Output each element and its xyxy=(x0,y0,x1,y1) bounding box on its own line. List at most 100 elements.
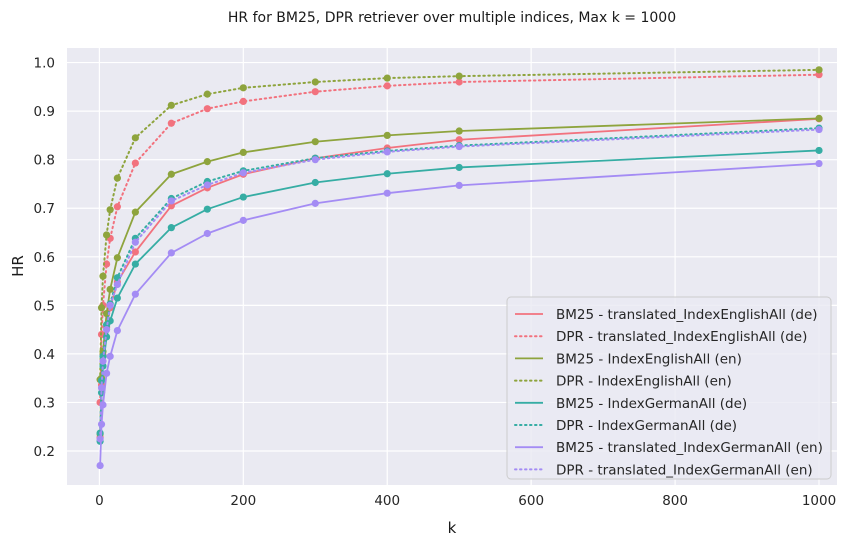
x-axis-label: k xyxy=(448,519,457,537)
data-point xyxy=(96,435,104,443)
data-point xyxy=(455,72,463,80)
data-point xyxy=(102,231,111,239)
series-4 xyxy=(96,66,823,384)
data-point xyxy=(239,193,247,201)
data-point xyxy=(311,88,319,96)
data-point xyxy=(96,461,104,470)
legend-item: DPR - translated_IndexEnglishAll (de) xyxy=(514,329,807,345)
legend-item: BM25 - IndexEnglishAll (en) xyxy=(515,351,742,367)
x-tick-label: 200 xyxy=(230,493,256,509)
legend-label: DPR - translated_IndexEnglishAll (de) xyxy=(556,329,807,345)
data-point xyxy=(102,369,111,377)
legend-item: BM25 - IndexGermanAll (de) xyxy=(515,396,747,412)
data-point xyxy=(131,260,139,268)
data-point xyxy=(167,249,175,257)
data-point xyxy=(113,174,121,182)
legend-label: BM25 - translated_IndexEnglishAll (de) xyxy=(556,307,818,323)
x-tick-label: 1000 xyxy=(802,493,836,509)
legend-box xyxy=(506,296,832,480)
data-point xyxy=(97,377,106,385)
data-point xyxy=(131,248,139,256)
y-tick-label: 0.5 xyxy=(34,298,55,314)
data-point xyxy=(167,170,175,178)
data-point xyxy=(203,205,211,213)
data-point xyxy=(131,134,139,142)
y-tick-label: 0.3 xyxy=(34,395,55,411)
data-point xyxy=(239,148,247,156)
legend-label: DPR - translated_IndexGermanAll (en) xyxy=(556,462,813,478)
legend-item: DPR - IndexGermanAll (de) xyxy=(514,418,737,434)
series-8 xyxy=(96,125,823,443)
data-point xyxy=(106,285,114,293)
y-axis-label: HR xyxy=(9,255,27,277)
legend-item: DPR - translated_IndexGermanAll (en) xyxy=(514,462,813,478)
data-point xyxy=(131,290,139,298)
data-point xyxy=(383,131,391,139)
data-point xyxy=(455,127,463,135)
legend-label: DPR - IndexGermanAll (de) xyxy=(556,418,737,434)
legend-item: DPR - IndexEnglishAll (en) xyxy=(514,374,732,390)
y-tick-label: 0.9 xyxy=(34,104,55,120)
data-point xyxy=(203,229,211,238)
data-point xyxy=(99,272,107,280)
data-point xyxy=(102,260,111,268)
data-point xyxy=(455,181,463,190)
data-point xyxy=(311,199,319,207)
x-tick-label: 400 xyxy=(374,493,400,509)
data-point xyxy=(239,169,247,177)
data-point xyxy=(106,352,114,360)
series-line xyxy=(99,162,820,466)
data-point xyxy=(97,384,106,392)
data-point xyxy=(97,304,106,312)
chart-title: HR for BM25, DPR retriever over multiple… xyxy=(228,10,676,26)
data-point xyxy=(455,78,463,86)
data-point xyxy=(383,74,391,82)
data-point xyxy=(113,280,121,289)
data-point xyxy=(203,90,211,98)
data-point xyxy=(106,206,114,214)
data-point xyxy=(455,163,463,172)
data-point xyxy=(311,156,319,164)
data-point xyxy=(131,238,139,246)
data-point xyxy=(239,84,247,92)
legend-label: BM25 - translated_IndexGermanAll (en) xyxy=(556,440,823,456)
legend-item: BM25 - translated_IndexGermanAll (en) xyxy=(515,440,823,456)
y-tick-label: 0.6 xyxy=(34,250,55,266)
series-line xyxy=(99,127,821,435)
data-point xyxy=(383,82,391,90)
data-point xyxy=(167,197,175,205)
data-point xyxy=(102,326,111,334)
y-tick-label: 0.8 xyxy=(34,153,55,169)
data-point xyxy=(131,208,139,216)
data-point xyxy=(383,189,391,197)
legend-label: BM25 - IndexGermanAll (de) xyxy=(556,396,747,412)
y-tick-label: 0.7 xyxy=(34,201,55,217)
data-point xyxy=(815,125,823,134)
data-point xyxy=(311,138,319,146)
data-point xyxy=(311,178,319,187)
series-layer xyxy=(96,66,823,470)
data-point xyxy=(97,420,106,428)
data-point xyxy=(311,78,319,86)
series-line xyxy=(99,68,821,381)
x-tick-label: 600 xyxy=(518,493,544,509)
data-point xyxy=(131,159,139,167)
data-point xyxy=(167,119,175,127)
y-tick-label: 0.4 xyxy=(34,347,55,363)
data-point xyxy=(815,66,823,74)
data-point xyxy=(203,105,211,113)
legend-label: BM25 - IndexEnglishAll (en) xyxy=(556,351,742,367)
legend-label: DPR - IndexEnglishAll (en) xyxy=(556,374,732,390)
tick-labels: 0 200 400 600 800 1000 0.2 0.3 0.4 0.5 0.6 0.7 0.8 0.… xyxy=(34,56,837,509)
data-point xyxy=(203,181,211,189)
data-point xyxy=(383,148,391,156)
data-point xyxy=(203,158,211,166)
data-point xyxy=(815,146,823,155)
data-point xyxy=(167,101,175,109)
series-line xyxy=(99,73,821,404)
data-point xyxy=(239,216,247,224)
data-point xyxy=(113,294,121,302)
data-point xyxy=(113,326,121,335)
data-point xyxy=(383,170,391,178)
